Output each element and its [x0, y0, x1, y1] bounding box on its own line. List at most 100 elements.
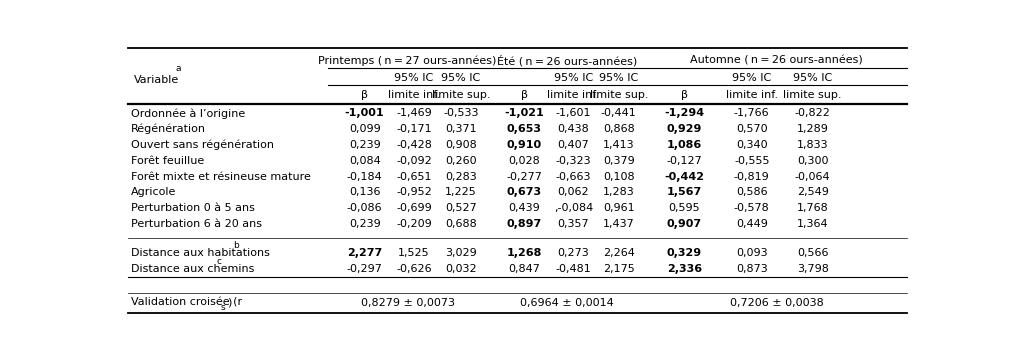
Text: -0,277: -0,277: [507, 172, 542, 182]
Text: 0,929: 0,929: [667, 124, 702, 134]
Text: 0,7206 ± 0,0038: 0,7206 ± 0,0038: [730, 297, 823, 308]
Text: limite inf.: limite inf.: [725, 90, 778, 100]
Text: 0,108: 0,108: [603, 172, 635, 182]
Text: β: β: [521, 90, 528, 100]
Text: b: b: [233, 241, 239, 250]
Text: -1,021: -1,021: [504, 108, 544, 118]
Text: -0,819: -0,819: [734, 172, 770, 182]
Text: 0,283: 0,283: [445, 172, 476, 182]
Text: 0,136: 0,136: [349, 187, 380, 198]
Text: 0,566: 0,566: [797, 248, 828, 258]
Text: 95% IC: 95% IC: [554, 73, 593, 82]
Text: Validation croisée (r: Validation croisée (r: [131, 297, 242, 308]
Text: -0,578: -0,578: [734, 203, 770, 213]
Text: -0,533: -0,533: [443, 108, 478, 118]
Text: 3,029: 3,029: [445, 248, 476, 258]
Text: -0,428: -0,428: [396, 140, 432, 150]
Text: 0,908: 0,908: [445, 140, 476, 150]
Text: -0,952: -0,952: [396, 187, 432, 198]
Text: -0,822: -0,822: [795, 108, 830, 118]
Text: 95% IC: 95% IC: [599, 73, 639, 82]
Text: 0,897: 0,897: [507, 219, 542, 229]
Text: -0,441: -0,441: [601, 108, 637, 118]
Text: 2,336: 2,336: [667, 264, 702, 274]
Text: 0,357: 0,357: [558, 219, 589, 229]
Text: 0,379: 0,379: [603, 156, 635, 166]
Text: -0,297: -0,297: [347, 264, 382, 274]
Text: limite sup.: limite sup.: [589, 90, 648, 100]
Text: Variable: Variable: [134, 75, 180, 85]
Text: 0,099: 0,099: [349, 124, 380, 134]
Text: 0,449: 0,449: [736, 219, 768, 229]
Text: -0,092: -0,092: [396, 156, 432, 166]
Text: limite inf.: limite inf.: [387, 90, 440, 100]
Text: 0,239: 0,239: [349, 219, 380, 229]
Text: -0,442: -0,442: [665, 172, 704, 182]
Text: 0,032: 0,032: [445, 264, 476, 274]
Text: 95% IC: 95% IC: [793, 73, 832, 82]
Text: -1,601: -1,601: [556, 108, 591, 118]
Text: 0,093: 0,093: [736, 248, 768, 258]
Text: c: c: [216, 257, 221, 266]
Text: 0,084: 0,084: [349, 156, 380, 166]
Text: 0,961: 0,961: [603, 203, 635, 213]
Text: 0,570: 0,570: [736, 124, 768, 134]
Text: Régénération: Régénération: [131, 124, 206, 135]
Text: 0,595: 0,595: [669, 203, 700, 213]
Text: 95% IC: 95% IC: [395, 73, 434, 82]
Text: Perturbation 0 à 5 ans: Perturbation 0 à 5 ans: [131, 203, 254, 213]
Text: 95% IC: 95% IC: [733, 73, 771, 82]
Text: -0,663: -0,663: [556, 172, 591, 182]
Text: 0,273: 0,273: [558, 248, 589, 258]
Text: 0,062: 0,062: [558, 187, 589, 198]
Text: 0,873: 0,873: [736, 264, 768, 274]
Text: -0,323: -0,323: [556, 156, 591, 166]
Text: Été ( n = 26 ours-années): Été ( n = 26 ours-années): [497, 55, 638, 67]
Text: Distance aux habitations: Distance aux habitations: [131, 248, 269, 258]
Text: 0,438: 0,438: [558, 124, 589, 134]
Text: a: a: [176, 64, 181, 73]
Text: 1,833: 1,833: [797, 140, 828, 150]
Text: 0,407: 0,407: [558, 140, 589, 150]
Text: 2,549: 2,549: [797, 187, 828, 198]
Text: Automne ( n = 26 ours-années): Automne ( n = 26 ours-années): [690, 56, 863, 66]
Text: Forêt feuillue: Forêt feuillue: [131, 156, 204, 166]
Text: 0,371: 0,371: [445, 124, 476, 134]
Text: Ouvert sans régénération: Ouvert sans régénération: [131, 140, 273, 150]
Text: -1,294: -1,294: [664, 108, 704, 118]
Text: β: β: [681, 90, 688, 100]
Text: 0,300: 0,300: [797, 156, 828, 166]
Text: 95% IC: 95% IC: [441, 73, 480, 82]
Text: 1,525: 1,525: [399, 248, 430, 258]
Text: -0,086: -0,086: [347, 203, 382, 213]
Text: 1,567: 1,567: [667, 187, 702, 198]
Text: limite sup.: limite sup.: [432, 90, 490, 100]
Text: 0,239: 0,239: [349, 140, 380, 150]
Text: ,-0,084: ,-0,084: [554, 203, 593, 213]
Text: -0,699: -0,699: [396, 203, 432, 213]
Text: 0,6964 ± 0,0014: 0,6964 ± 0,0014: [521, 297, 614, 308]
Text: 0,340: 0,340: [736, 140, 768, 150]
Text: -0,651: -0,651: [397, 172, 432, 182]
Text: limite inf.: limite inf.: [547, 90, 599, 100]
Text: -1,766: -1,766: [734, 108, 770, 118]
Text: 1,437: 1,437: [603, 219, 635, 229]
Text: -0,127: -0,127: [667, 156, 702, 166]
Text: 0,586: 0,586: [736, 187, 768, 198]
Text: 1,413: 1,413: [603, 140, 635, 150]
Text: s: s: [220, 303, 225, 312]
Text: 0,910: 0,910: [507, 140, 542, 150]
Text: ): ): [227, 297, 231, 308]
Text: β: β: [361, 90, 368, 100]
Text: 0,847: 0,847: [509, 264, 540, 274]
Text: Perturbation 6 à 20 ans: Perturbation 6 à 20 ans: [131, 219, 261, 229]
Text: Ordonnée à l’origine: Ordonnée à l’origine: [131, 108, 245, 119]
Text: Agricole: Agricole: [131, 187, 177, 198]
Text: 0,260: 0,260: [445, 156, 476, 166]
Text: 1,768: 1,768: [797, 203, 828, 213]
Text: Forêt mixte et résineuse mature: Forêt mixte et résineuse mature: [131, 172, 311, 182]
Text: 0,8279 ± 0,0073: 0,8279 ± 0,0073: [360, 297, 455, 308]
Text: 3,798: 3,798: [797, 264, 828, 274]
Text: -0,555: -0,555: [734, 156, 770, 166]
Text: 0,439: 0,439: [509, 203, 540, 213]
